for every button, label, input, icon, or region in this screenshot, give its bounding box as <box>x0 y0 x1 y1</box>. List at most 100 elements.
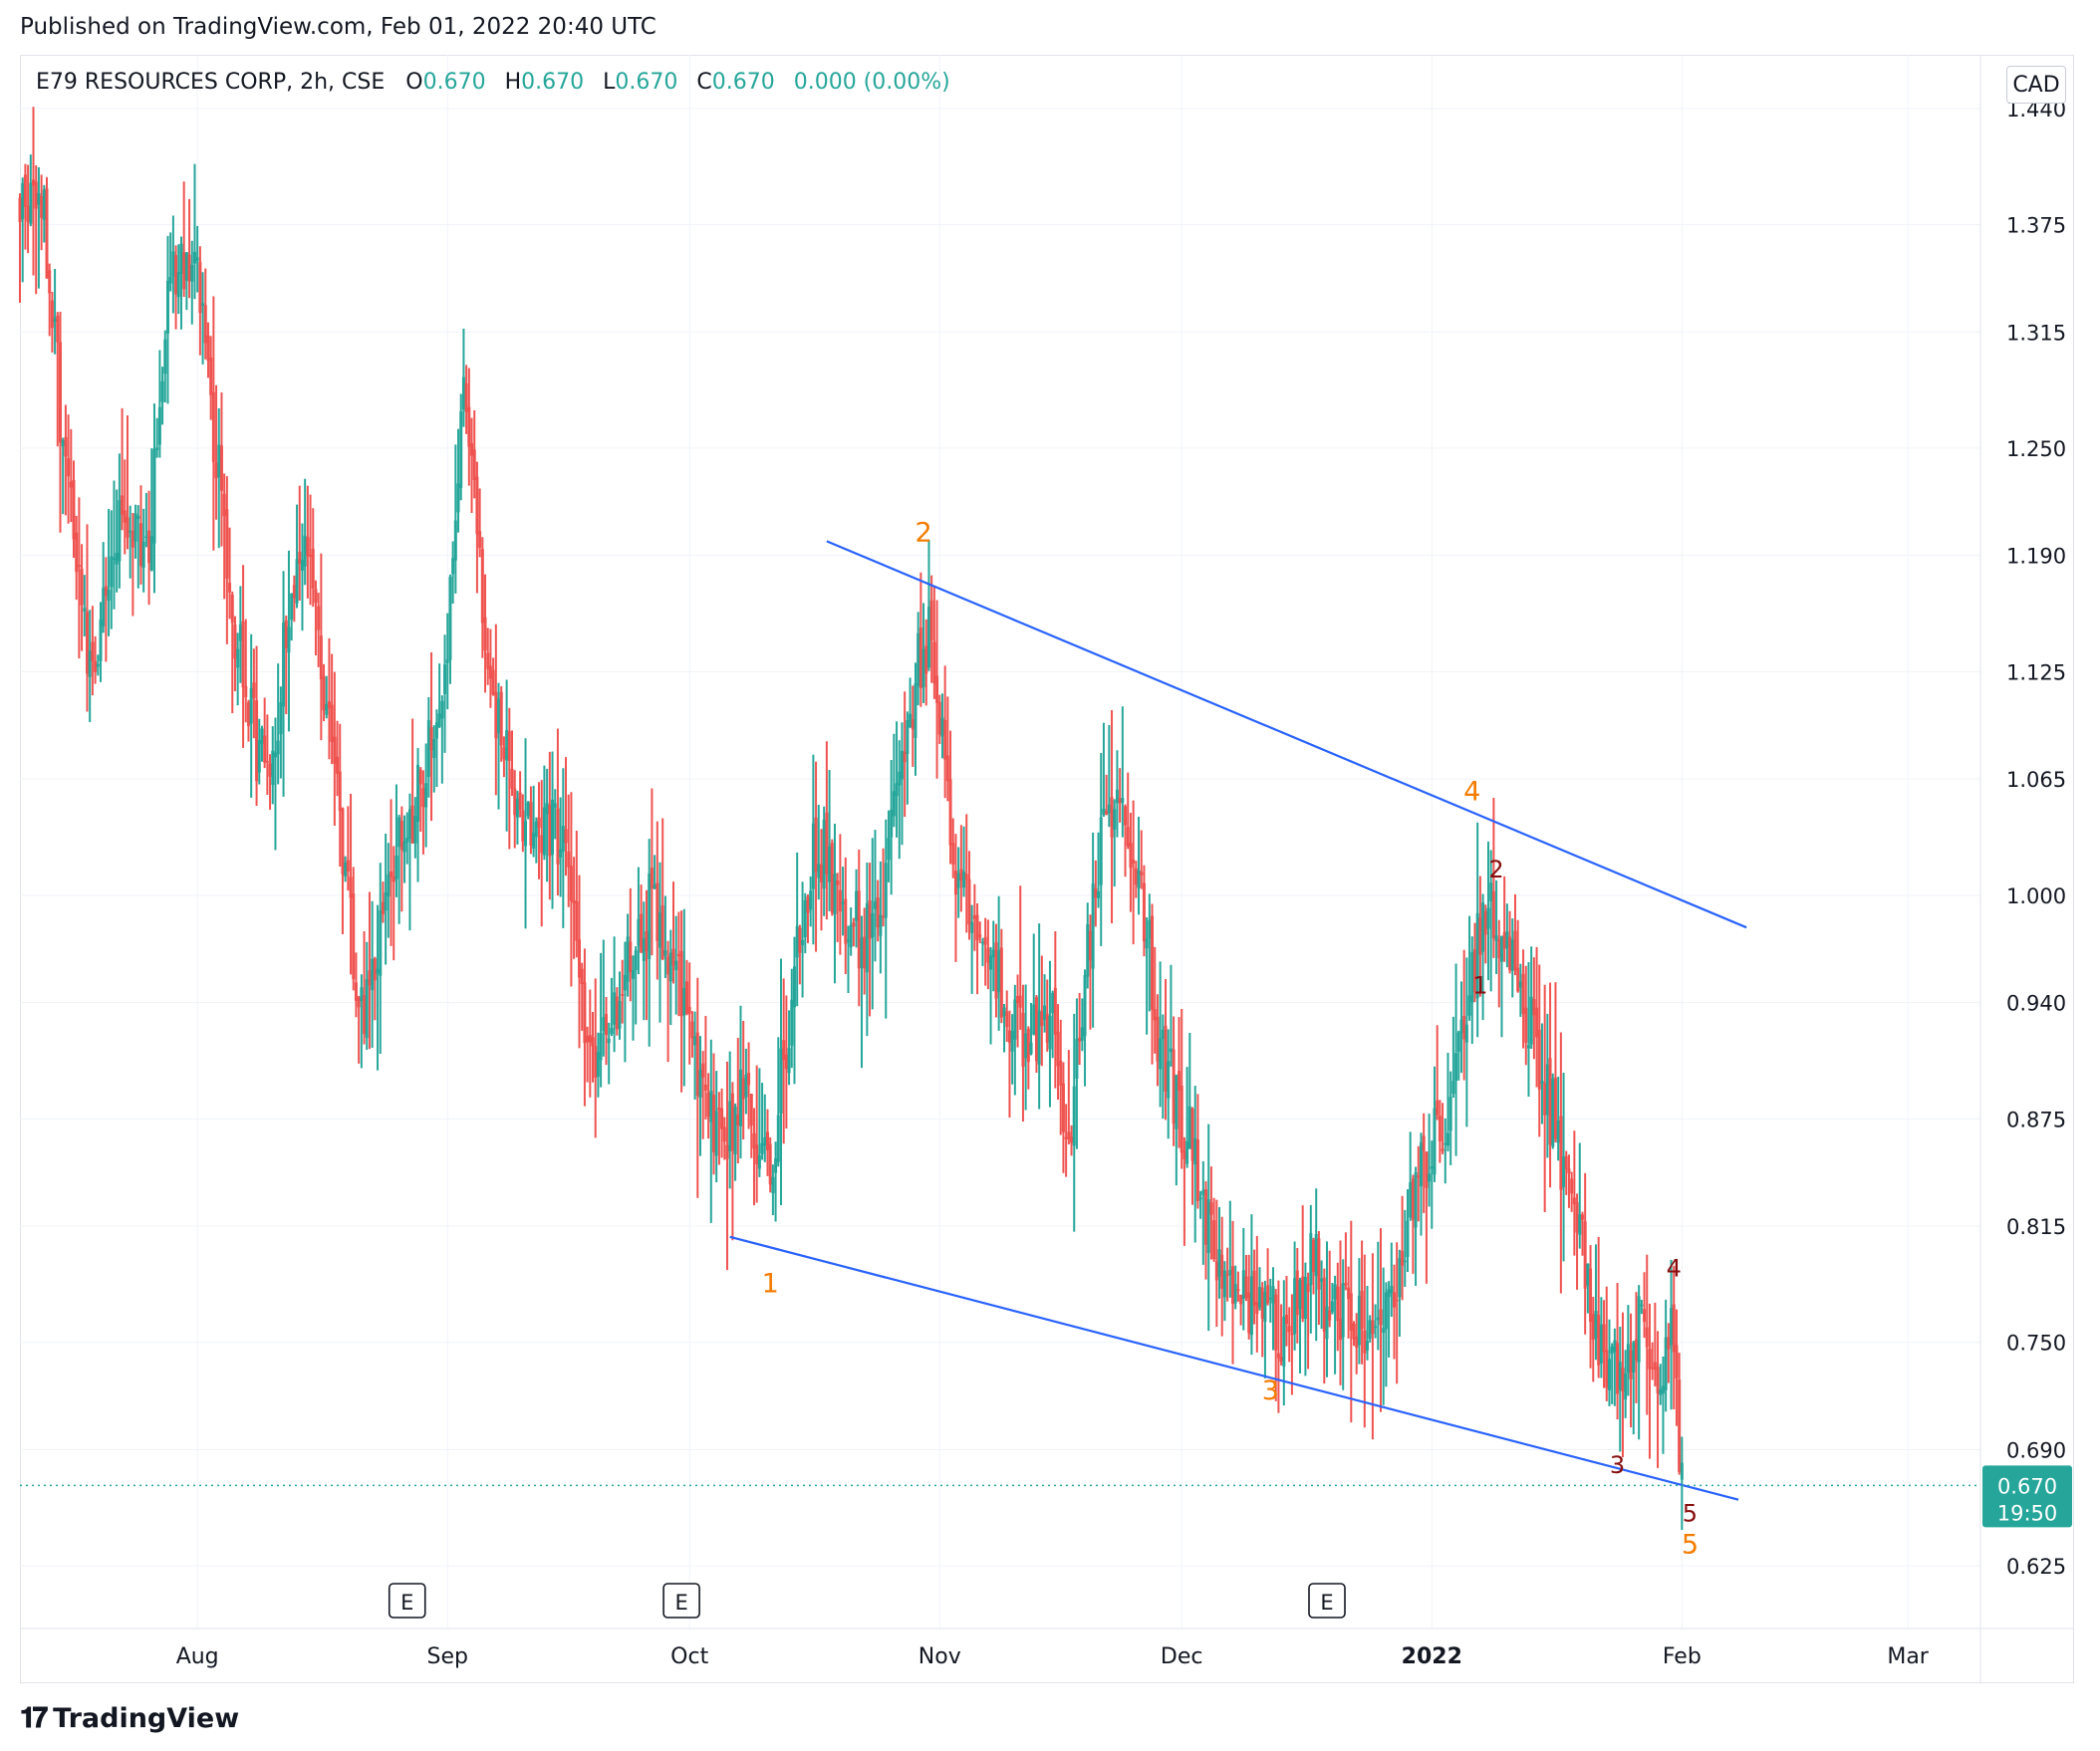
candle-body <box>621 994 625 996</box>
candle-body <box>738 1069 742 1126</box>
candle-body <box>273 752 277 758</box>
candle-body <box>1026 1028 1030 1063</box>
candle-body <box>510 768 514 789</box>
candle-body <box>107 590 111 602</box>
candle-body <box>1454 1053 1458 1082</box>
tradingview-logo[interactable]: 𝟏𝟕 TradingView <box>20 1701 239 1735</box>
candle-body <box>615 996 619 1030</box>
candle-body <box>733 1107 737 1154</box>
wave-label-minor: 1 <box>1472 972 1487 1000</box>
time-axis[interactable]: Aug Sep Oct Nov Dec 2022 Feb Mar <box>176 1644 1930 1669</box>
candle-body <box>1086 924 1090 977</box>
candle-body <box>634 950 638 970</box>
candle-body <box>1379 1309 1383 1326</box>
candle-body <box>1328 1310 1332 1321</box>
candle-body <box>333 736 337 764</box>
close-label: C <box>696 70 712 95</box>
candle-body <box>736 1114 740 1126</box>
candle-body <box>165 280 169 334</box>
candle-body <box>1401 1250 1405 1266</box>
currency-button[interactable]: CAD <box>2006 66 2066 104</box>
candle-body <box>336 756 340 774</box>
candle-body <box>1648 1349 1652 1370</box>
candle-body <box>437 713 441 727</box>
candle-body <box>1425 1151 1429 1188</box>
candle-body <box>384 892 388 911</box>
candle-body <box>637 918 641 946</box>
candle-body <box>1497 939 1501 959</box>
candle-body <box>1190 1109 1194 1161</box>
candle-body <box>1643 1309 1647 1323</box>
candle-body <box>1043 1005 1047 1020</box>
high-value: 0.670 <box>521 70 585 95</box>
candle-body <box>85 612 89 674</box>
candle-body <box>559 849 563 858</box>
candle-body <box>1013 999 1017 1040</box>
candle-body <box>209 357 213 395</box>
candle-body <box>1349 1293 1353 1331</box>
candle-body <box>505 730 509 761</box>
candle-body <box>225 509 229 579</box>
candle-body <box>392 876 395 882</box>
candle-body <box>67 458 71 477</box>
candle-body <box>876 897 880 928</box>
candle-body <box>443 664 447 694</box>
candle-body <box>1070 1136 1074 1143</box>
candle-body <box>605 1014 609 1035</box>
candle-body <box>676 953 680 957</box>
candle-body <box>1392 1292 1396 1308</box>
candle-body <box>233 625 237 659</box>
candle-body <box>1591 1314 1595 1341</box>
candle-body <box>1115 789 1119 804</box>
candle-body <box>48 270 52 294</box>
candle-body <box>1282 1316 1286 1368</box>
candle-body <box>1336 1286 1340 1322</box>
candle-body <box>629 941 633 973</box>
candle-body <box>491 669 495 695</box>
candle-body <box>1360 1291 1364 1330</box>
candle-body <box>325 703 329 715</box>
candle-body <box>1220 1254 1224 1289</box>
candle-body <box>1145 938 1149 949</box>
candle-body <box>168 277 172 284</box>
candle-body <box>1018 995 1022 1008</box>
price-tick-label: 0.690 <box>2006 1438 2066 1462</box>
candle-body <box>830 843 834 913</box>
candle-body <box>515 798 519 818</box>
candle-body <box>394 856 398 879</box>
candle-body <box>94 660 98 672</box>
candle-body <box>1236 1289 1240 1292</box>
candle-body <box>1548 1058 1552 1145</box>
candle-body <box>728 1101 732 1151</box>
candle-body <box>653 884 656 889</box>
candle-body <box>1064 1136 1068 1139</box>
candle-body <box>967 878 971 925</box>
candle-body <box>583 982 587 1044</box>
candle-body <box>1110 797 1114 838</box>
candle-body <box>1322 1277 1326 1333</box>
candle-body <box>1344 1283 1348 1286</box>
candle-body <box>265 761 269 763</box>
candle-body <box>1481 902 1485 952</box>
candle-body <box>354 982 358 1001</box>
candle-body <box>1483 910 1487 935</box>
trendlines[interactable] <box>729 540 1747 1501</box>
candle-body <box>330 704 334 742</box>
price-axis[interactable]: 1.4401.3751.3151.2501.1901.1251.0651.000… <box>1982 98 2072 1579</box>
candle-body <box>798 927 802 953</box>
candle-body <box>1444 1142 1447 1145</box>
candle-body <box>994 942 998 999</box>
candle-body <box>1529 996 1533 1045</box>
candle-body <box>537 817 541 829</box>
candle-body <box>284 620 288 648</box>
candle-body <box>561 826 565 853</box>
candle-body <box>534 821 538 838</box>
price-tick-label: 0.875 <box>2006 1108 2066 1131</box>
candle-body <box>890 809 894 838</box>
candle-body <box>709 1091 713 1123</box>
candle-body <box>1099 817 1103 885</box>
candle-body <box>1258 1286 1262 1308</box>
candle-body <box>1231 1266 1235 1305</box>
